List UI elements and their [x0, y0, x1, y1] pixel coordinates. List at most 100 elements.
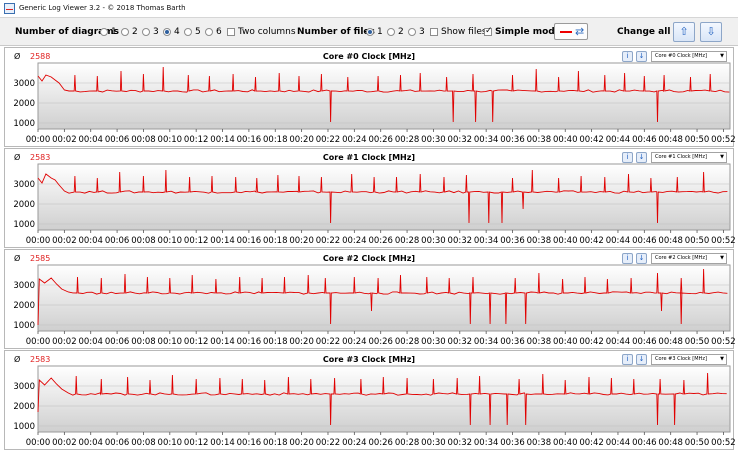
- x-tick-label: 00:28: [395, 135, 420, 145]
- x-tick-label: 00:08: [131, 236, 156, 246]
- chevron-down-icon: ▼: [720, 154, 724, 160]
- x-tick-label: 00:10: [158, 337, 183, 347]
- x-tick-label: 00:06: [105, 337, 130, 347]
- info-button[interactable]: i: [622, 51, 633, 62]
- radio-files-1[interactable]: [366, 28, 374, 36]
- arrow-down-icon: ↓: [638, 254, 645, 262]
- x-tick-label: 00:30: [421, 135, 446, 145]
- series-select[interactable]: Core #0 Clock [MHz] ▼: [651, 51, 727, 62]
- arrow-up-icon: ⇧: [679, 25, 689, 38]
- radio-diagrams-4[interactable]: [163, 28, 171, 36]
- radio-files-3-label: 3: [419, 27, 425, 37]
- x-tick-label: 00:04: [78, 438, 103, 448]
- x-tick-label: 00:32: [448, 438, 473, 448]
- x-tick-label: 00:38: [527, 135, 552, 145]
- info-button[interactable]: i: [622, 152, 633, 163]
- radio-diagrams-2-label: 2: [132, 27, 138, 37]
- x-tick-label: 00:04: [78, 135, 103, 145]
- num-diagrams-label: Number of diagrams: [15, 27, 119, 37]
- download-button[interactable]: ↓: [636, 51, 647, 62]
- plot-area: [37, 163, 731, 231]
- radio-diagrams-1[interactable]: [100, 28, 108, 36]
- move-up-button[interactable]: ⇧: [673, 22, 695, 42]
- toolbar: Number of diagrams 1 2 3 4 5 6 Two colum…: [0, 18, 738, 46]
- info-button[interactable]: i: [622, 253, 633, 264]
- download-button[interactable]: ↓: [636, 253, 647, 264]
- x-tick-label: 00:28: [395, 236, 420, 246]
- x-tick-label: 00:26: [368, 337, 393, 347]
- radio-files-3[interactable]: [408, 28, 416, 36]
- average-value: 2583: [30, 355, 51, 364]
- move-down-button[interactable]: ⇩: [700, 22, 722, 42]
- x-tick-label: 00:00: [26, 236, 51, 246]
- x-tick-label: 00:38: [527, 236, 552, 246]
- line-color-button[interactable]: ⇄: [554, 23, 588, 40]
- info-icon: i: [626, 254, 629, 262]
- radio-diagrams-1-label: 1: [111, 27, 117, 37]
- radio-diagrams-5[interactable]: [184, 28, 192, 36]
- two-columns-checkbox[interactable]: [227, 28, 235, 36]
- x-tick-label: 00:44: [606, 337, 631, 347]
- x-tick-label: 00:18: [263, 337, 288, 347]
- radio-files-2[interactable]: [387, 28, 395, 36]
- title-bar: Generic Log Viewer 3.2 - © 2018 Thomas B…: [0, 0, 738, 18]
- y-tick-label: 3000: [13, 180, 35, 190]
- plot-area: [37, 264, 731, 332]
- radio-diagrams-4-label: 4: [174, 27, 180, 37]
- x-tick-label: 00:00: [26, 337, 51, 347]
- radio-diagrams-2[interactable]: [121, 28, 129, 36]
- average-value: 2583: [30, 153, 51, 162]
- x-tick-label: 00:22: [316, 135, 341, 145]
- average-symbol: Ø: [14, 153, 21, 162]
- series-select[interactable]: Core #1 Clock [MHz] ▼: [651, 152, 727, 163]
- x-tick-label: 00:46: [632, 438, 657, 448]
- x-tick-label: 00:14: [210, 337, 235, 347]
- x-tick-label: 00:26: [368, 438, 393, 448]
- y-tick-label: 3000: [13, 281, 35, 291]
- x-tick-label: 00:50: [685, 236, 710, 246]
- x-tick-label: 00:24: [342, 135, 367, 145]
- x-tick-label: 00:36: [500, 337, 525, 347]
- x-tick-label: 00:08: [131, 438, 156, 448]
- x-tick-label: 00:46: [632, 337, 657, 347]
- x-tick-label: 00:46: [632, 135, 657, 145]
- x-tick-label: 00:34: [474, 135, 499, 145]
- x-tick-label: 00:20: [289, 438, 314, 448]
- x-tick-label: 00:00: [26, 135, 51, 145]
- x-tick-label: 00:34: [474, 438, 499, 448]
- x-tick-label: 00:14: [210, 236, 235, 246]
- download-button[interactable]: ↓: [636, 152, 647, 163]
- series-select[interactable]: Core #2 Clock [MHz] ▼: [651, 253, 727, 264]
- app-icon: [4, 3, 15, 14]
- series-select[interactable]: Core #3 Clock [MHz] ▼: [651, 354, 727, 365]
- arrow-down-icon: ↓: [638, 52, 645, 60]
- x-tick-label: 00:32: [448, 135, 473, 145]
- y-tick-label: 2000: [13, 99, 35, 109]
- line-color-swatch: [560, 31, 572, 33]
- average-symbol: Ø: [14, 254, 21, 263]
- swap-arrows-icon: ⇄: [575, 25, 585, 38]
- x-tick-label: 00:06: [105, 438, 130, 448]
- panel-title: Core #1 Clock [MHz]: [322, 153, 416, 162]
- x-tick-label: 00:48: [658, 135, 683, 145]
- simple-mode-checkbox[interactable]: [484, 26, 493, 36]
- radio-diagrams-3[interactable]: [142, 28, 150, 36]
- x-tick-label: 00:06: [105, 236, 130, 246]
- panel-title: Core #0 Clock [MHz]: [322, 52, 416, 61]
- x-tick-label: 00:52: [711, 438, 735, 448]
- info-button[interactable]: i: [622, 354, 633, 365]
- y-tick-label: 1000: [13, 220, 35, 230]
- x-tick-label: 00:30: [421, 337, 446, 347]
- x-tick-label: 00:18: [263, 438, 288, 448]
- download-button[interactable]: ↓: [636, 354, 647, 365]
- x-tick-label: 00:40: [553, 135, 578, 145]
- show-files-checkbox[interactable]: [430, 28, 438, 36]
- y-tick-label: 1000: [13, 422, 35, 432]
- arrow-down-icon: ↓: [638, 355, 645, 363]
- x-tick-label: 00:42: [579, 438, 604, 448]
- radio-diagrams-6[interactable]: [205, 28, 213, 36]
- show-files-label: Show files: [441, 27, 487, 37]
- x-tick-label: 00:34: [474, 337, 499, 347]
- x-tick-label: 00:44: [606, 236, 631, 246]
- series-line: [37, 372, 727, 426]
